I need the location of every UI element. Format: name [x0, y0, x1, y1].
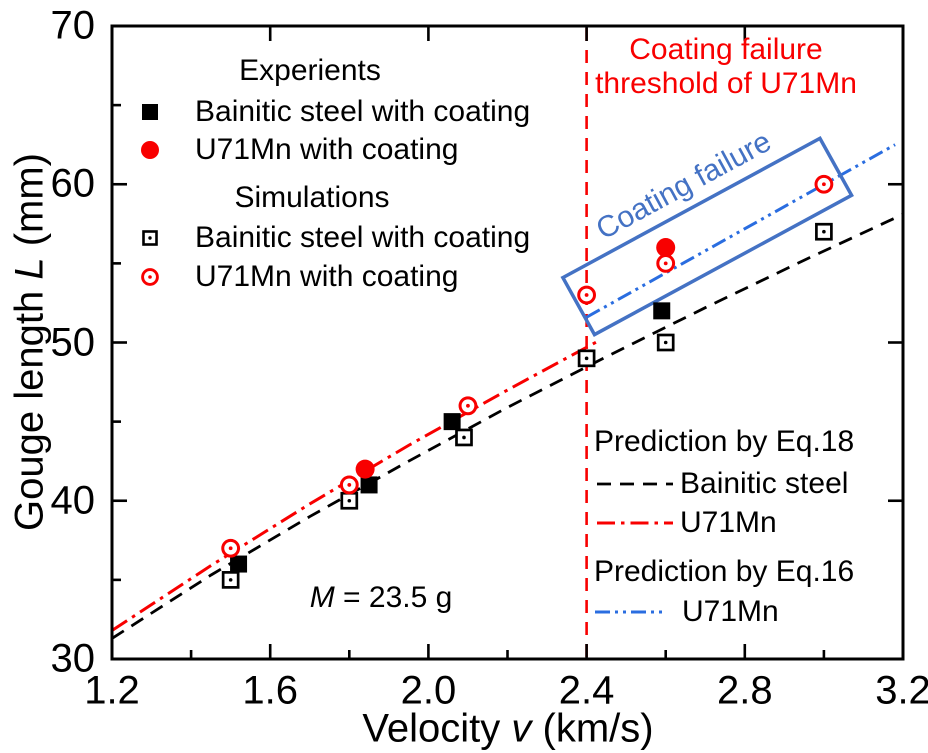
x-axis-label-text: Velocity [362, 706, 512, 751]
legend-item-pred16-u71mn: U71Mn [594, 595, 779, 629]
data-point-simulations-open-square-dot [656, 333, 675, 352]
data-point-simulations-open-square-dot [815, 222, 833, 241]
legend-item-sim-bainitic: Bainitic steel with coating [138, 221, 530, 255]
data-point-experiments-filled-square [653, 302, 671, 320]
legend-item-exp-bainitic: Bainitic steel with coating [138, 95, 530, 129]
threshold-annotation-line1: Coating failure [629, 33, 823, 66]
legend-item-sim-u71mn: U71Mn with coating [138, 260, 458, 294]
legend-item-label: U71Mn with coating [195, 133, 459, 166]
legend-item-exp-u71mn: U71Mn with coating [138, 133, 458, 167]
data-point-simulations-open-square-dot [577, 349, 596, 368]
y-axis-label-unit: (mm) [7, 153, 52, 258]
x-tick-label: 1.6 [242, 668, 298, 713]
y-tick-label: 60 [50, 161, 96, 206]
y-tick-label: 50 [50, 320, 96, 364]
data-point-simulations-open-circle-dot [814, 174, 834, 194]
legend-item-label: U71Mn [680, 506, 777, 539]
x-tick-label: 2.0 [400, 668, 457, 713]
open-square-dot-icon [142, 230, 158, 246]
data-point-simulations-open-square-dot [455, 428, 473, 447]
data-point-simulations-open-square-dot [221, 571, 240, 589]
legend-pred16-header: Prediction by Eq.16 [594, 555, 855, 588]
legend-item-label: U71Mn [682, 595, 779, 628]
data-point-experiments-filled-circle [656, 238, 676, 258]
legend-simulations-header: Simulations [234, 181, 390, 214]
filled-circle-icon [141, 141, 159, 159]
x-axis-label-symbol: v [511, 706, 532, 751]
y-tick-label: 70 [50, 3, 96, 48]
data-point-experiments-filled-square [230, 555, 248, 573]
legend-experiments-header: Experients [239, 54, 381, 87]
coating-failure-threshold-annotation: Coating failure threshold of U71Mn [595, 33, 857, 101]
dash-dot-line-icon [597, 521, 673, 525]
legend-pred18-header: Prediction by Eq.18 [594, 425, 855, 458]
data-point-simulations-open-circle-dot [656, 253, 676, 273]
y-axis-label-symbol: L [7, 257, 52, 280]
data-point-experiments-filled-square [443, 413, 461, 431]
x-axis-label-unit: (km/s) [531, 706, 654, 751]
x-tick-label: 2.8 [716, 668, 773, 713]
y-axis-label-text: Gouge length [7, 279, 52, 531]
data-point-experiments-filled-square [360, 476, 378, 494]
data-point-simulations-open-square-dot [340, 491, 359, 510]
dash-dot-dot-line-icon [595, 610, 663, 614]
mass-symbol: M [309, 581, 335, 614]
legend-item-label: U71Mn with coating [195, 260, 459, 293]
data-point-simulations-open-circle-dot [339, 475, 359, 495]
y-tick-label: 40 [50, 478, 96, 523]
threshold-annotation-line2: threshold of U71Mn [595, 67, 857, 100]
legend-item-label: Bainitic steel with coating [195, 221, 531, 254]
data-point-simulations-open-circle-dot [577, 285, 596, 305]
data-point-simulations-open-circle-dot [458, 396, 478, 416]
dashed-line-icon [597, 482, 673, 486]
legend-item-label: Bainitic steel with coating [195, 95, 531, 128]
coating-failure-box [560, 135, 854, 337]
x-axis-label: Velocity v (km/s) [362, 707, 653, 752]
filled-square-icon [142, 104, 158, 120]
y-axis-label: Gouge length L (mm) [8, 153, 53, 531]
legend-item-pred18-u71mn: U71Mn [596, 506, 777, 540]
plot-frame [110, 24, 905, 661]
data-point-experiments-filled-circle [355, 459, 375, 479]
x-tick-label: 3.2 [875, 668, 928, 713]
y-tick-label: 30 [50, 636, 96, 681]
legend-item-pred18-bainitic: Bainitic steel [596, 467, 848, 501]
data-point-simulations-open-circle-dot [221, 538, 241, 558]
prediction-line-Eq.16-2 [585, 143, 896, 319]
x-tick-label: 1.2 [84, 668, 140, 713]
x-tick-label: 2.4 [558, 668, 615, 713]
legend-item-label: Bainitic steel [680, 467, 849, 500]
mass-annotation: M = 23.5 g [310, 581, 453, 615]
mass-value: = 23.5 g [334, 581, 453, 614]
open-circle-dot-icon [141, 268, 159, 286]
